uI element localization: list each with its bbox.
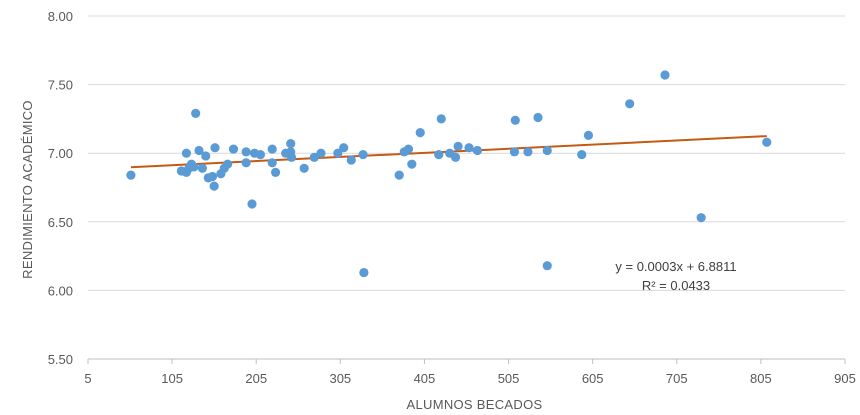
x-axis-title: ALUMNOS BECADOS [407, 397, 543, 412]
data-point [533, 112, 543, 123]
data-point [247, 199, 257, 209]
y-tick-label: 6.00 [48, 283, 73, 298]
y-tick-label: 7.50 [48, 78, 73, 93]
data-point [228, 144, 239, 154]
data-point [583, 130, 594, 140]
data-point [286, 138, 296, 149]
gridlines [88, 15, 845, 291]
data-point [241, 147, 251, 157]
x-tick-label: 5 [84, 371, 91, 386]
data-point [316, 148, 326, 158]
data-point [194, 145, 204, 156]
trendline-r-squared: R² = 0.0433 [642, 278, 710, 293]
data-point [189, 162, 199, 172]
data-point [309, 152, 319, 162]
data-point [542, 261, 552, 271]
data-point [126, 170, 136, 180]
x-tick-label: 705 [666, 371, 688, 386]
y-tick-label: 5.50 [48, 352, 73, 367]
x-tick-label: 205 [245, 371, 267, 386]
data-point [403, 144, 414, 154]
data-point [339, 143, 349, 153]
data-point [542, 145, 552, 156]
data-point [436, 114, 446, 124]
data-point [267, 158, 277, 168]
data-point [625, 99, 635, 109]
data-point [346, 155, 356, 165]
trendline-equation: y = 0.0003x + 6.8811 [615, 259, 736, 274]
data-point [267, 144, 277, 154]
data-point [472, 145, 483, 156]
data-point [450, 152, 461, 162]
x-tick-label: 605 [582, 371, 604, 386]
data-point [333, 148, 343, 158]
data-point [510, 115, 520, 125]
data-point [223, 159, 233, 169]
x-tick-label: 305 [329, 371, 351, 386]
data-point [181, 148, 192, 158]
data-point [241, 158, 251, 168]
y-tick-label: 8.00 [48, 9, 73, 24]
x-tick-label: 805 [750, 371, 772, 386]
data-point [453, 141, 463, 151]
data-point [394, 170, 404, 180]
data-point [299, 163, 309, 173]
data-point [197, 163, 207, 173]
x-axis-ticks: 5 105 205 305 405 505 605 705 805 905 [84, 359, 856, 386]
data-points [126, 70, 772, 278]
data-point [359, 267, 369, 278]
data-point [191, 108, 201, 119]
x-tick-label: 105 [161, 371, 183, 386]
y-tick-label: 6.50 [48, 215, 73, 230]
data-point [696, 213, 706, 223]
x-tick-label: 505 [498, 371, 520, 386]
x-tick-label: 905 [834, 371, 856, 386]
y-tick-label: 7.00 [48, 146, 73, 161]
data-point [201, 151, 211, 161]
data-point [434, 149, 444, 160]
data-point [358, 149, 368, 160]
data-point [577, 149, 587, 160]
data-point [209, 181, 219, 191]
data-point [286, 152, 297, 162]
y-axis-ticks: 5.50 6.00 6.50 7.00 7.50 8.00 [48, 9, 73, 367]
data-point [523, 147, 533, 157]
data-point [660, 70, 670, 80]
y-axis-title: RENDIMIENTO ACADÉMICO [20, 100, 35, 279]
data-point [407, 159, 417, 169]
data-point [509, 147, 520, 157]
x-tick-label: 405 [414, 371, 436, 386]
data-point [464, 143, 474, 153]
data-point [415, 128, 425, 138]
data-point [207, 171, 218, 182]
data-point [255, 149, 266, 160]
data-point [270, 167, 281, 178]
data-point [762, 137, 772, 147]
data-point [210, 143, 220, 153]
